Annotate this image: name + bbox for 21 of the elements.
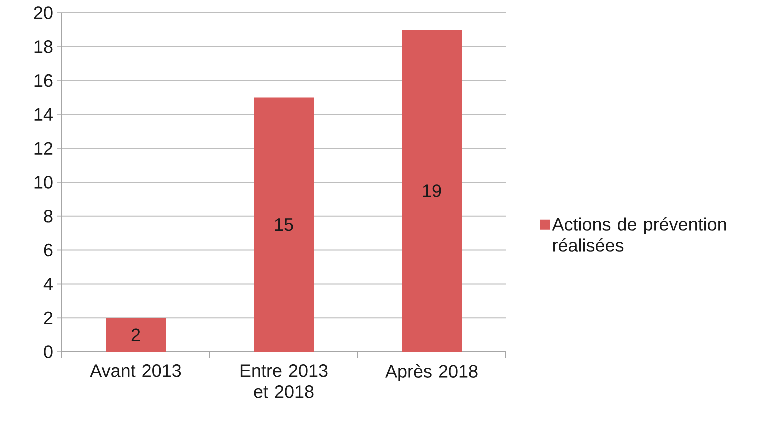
x-tick-label: Avant 2013 [90,364,182,378]
y-tick-label: 12 [34,142,53,155]
data-label: 2 [132,328,140,342]
bar [106,318,166,352]
y-tick-label: 6 [44,244,53,257]
y-tick-label: 10 [34,176,53,189]
y-tick-label: 0 [44,346,53,358]
y-tick-label: 20 [34,6,53,20]
x-tick-label: Entre 2013 et 2018 [240,364,328,398]
y-tick-label: 14 [34,108,53,121]
data-label: 19 [423,184,442,198]
y-tick-label: 18 [34,40,53,54]
x-tick-label: Après 2018 [386,364,478,382]
bar [402,30,462,352]
y-tick-label: 4 [44,278,53,290]
y-tick-label: 8 [44,210,53,223]
legend-label: Actions de prévention réalisées [552,218,726,252]
bar [254,98,314,352]
data-label: 15 [275,218,294,232]
y-tick-label: 16 [34,74,53,88]
y-tick-label: 2 [44,312,53,324]
